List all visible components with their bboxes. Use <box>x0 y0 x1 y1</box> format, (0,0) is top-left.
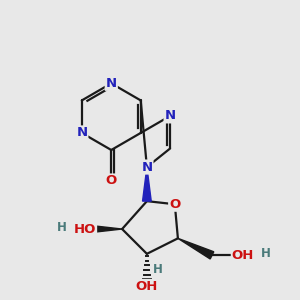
Text: N: N <box>76 127 87 140</box>
Text: H: H <box>57 221 67 234</box>
Text: N: N <box>165 110 176 122</box>
Text: OH: OH <box>136 280 158 293</box>
Text: H: H <box>261 247 271 260</box>
Text: N: N <box>141 160 152 173</box>
Text: O: O <box>106 175 117 188</box>
Text: HO: HO <box>74 223 96 236</box>
Polygon shape <box>178 238 214 259</box>
Polygon shape <box>142 167 151 201</box>
Polygon shape <box>86 225 122 233</box>
Text: OH: OH <box>232 249 254 262</box>
Text: N: N <box>106 77 117 90</box>
Text: O: O <box>169 198 180 211</box>
Text: H: H <box>153 263 163 276</box>
